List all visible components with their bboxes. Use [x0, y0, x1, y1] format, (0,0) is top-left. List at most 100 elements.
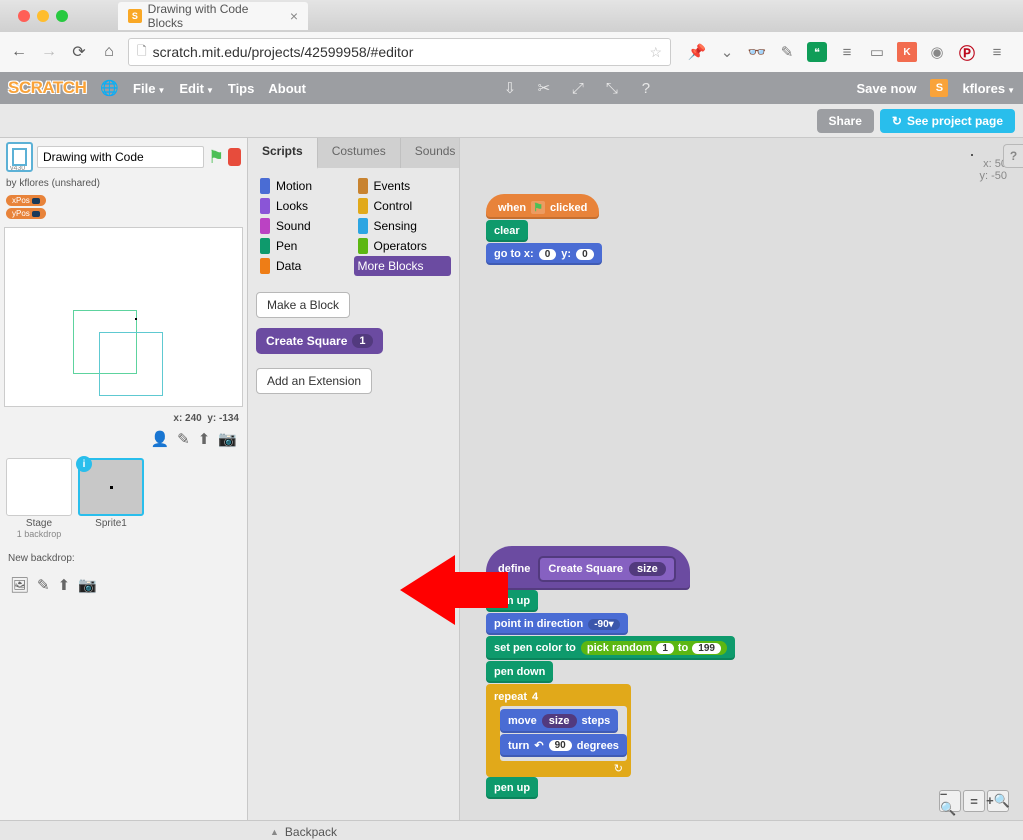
script-area[interactable]: x: 50y: -50 when ⚑ clicked clear go to x… — [460, 138, 1023, 820]
category-motion[interactable]: Motion — [260, 178, 350, 194]
mask-icon[interactable]: 👓 — [747, 42, 767, 62]
script-stack-define[interactable]: define Create Square size pen up point i… — [486, 546, 735, 800]
pinterest-icon[interactable]: Ⓟ — [957, 42, 977, 62]
choose-backdrop-icon[interactable]: 🖼 — [10, 576, 29, 594]
zoom-out-button[interactable]: –🔍 — [939, 790, 961, 812]
share-button[interactable]: Share — [817, 109, 874, 133]
browser-tab[interactable]: S Drawing with Code Blocks × — [118, 2, 308, 30]
bookmark-icon[interactable]: ☆ — [649, 44, 662, 61]
shield-icon[interactable]: ◉ — [927, 42, 947, 62]
hangouts-icon[interactable]: ❝ — [807, 42, 827, 62]
category-sound[interactable]: Sound — [260, 218, 350, 234]
buffer-icon[interactable]: ≡ — [837, 42, 857, 62]
block-repeat[interactable]: repeat4 movesizesteps turn↶90degrees — [486, 684, 631, 777]
save-now[interactable]: Save now — [856, 81, 916, 96]
url-bar[interactable]: 🗋 scratch.mit.edu/projects/42599958/#edi… — [128, 38, 671, 66]
variable-monitors: xPos yPos — [0, 191, 247, 223]
user-avatar[interactable]: S — [930, 79, 948, 97]
scratch-logo[interactable]: SCRATCH — [8, 78, 86, 98]
edit-menu[interactable]: Edit▼ — [179, 81, 213, 96]
zoom-in-button[interactable]: +🔍 — [987, 790, 1009, 812]
project-title-input[interactable] — [37, 146, 204, 168]
stage-header: v430 ⚑ — [0, 138, 247, 176]
editor-tabs: Scripts Costumes Sounds — [248, 138, 459, 168]
drawn-square-2 — [99, 332, 163, 396]
stamp-icon[interactable]: ⇩ — [500, 78, 520, 98]
favicon-icon: S — [128, 9, 142, 23]
window-maximize[interactable] — [56, 10, 68, 22]
see-project-page-button[interactable]: ↻ See project page — [880, 109, 1015, 133]
blocks-palette-panel: Scripts Costumes Sounds Motion Events Look… — [248, 138, 460, 820]
custom-block-create-square[interactable]: Create Square 1 — [256, 328, 383, 354]
sprite-info-icon[interactable]: i — [76, 456, 92, 472]
category-events[interactable]: Events — [358, 178, 448, 194]
shrink-icon[interactable]: ⤡ — [602, 78, 622, 98]
tab-close-icon[interactable]: × — [290, 8, 298, 24]
file-menu[interactable]: File▼ — [133, 81, 165, 96]
zoom-controls: –🔍 = +🔍 — [939, 790, 1009, 812]
scissors-icon[interactable]: ✂ — [534, 78, 554, 98]
about-menu[interactable]: About — [268, 81, 306, 96]
make-block-button[interactable]: Make a Block — [256, 292, 350, 318]
block-when-flag-clicked[interactable]: when ⚑ clicked — [486, 194, 599, 219]
sprite1-item[interactable]: i Sprite1 — [78, 458, 144, 539]
green-flag-button[interactable]: ⚑ — [208, 147, 224, 168]
block-pick-random[interactable]: pick random1 to199 — [581, 641, 727, 655]
block-set-pen-color[interactable]: set pen color to pick random1 to199 — [486, 636, 735, 660]
block-point-direction[interactable]: point in direction-90▾ — [486, 613, 628, 635]
category-sensing[interactable]: Sensing — [358, 218, 448, 234]
block-pen-down[interactable]: pen down — [486, 661, 553, 683]
stage-coords: x: 240 y: -134 — [0, 411, 247, 426]
back-button[interactable]: ← — [8, 41, 30, 63]
block-goto-xy[interactable]: go to x:0 y:0 — [486, 243, 602, 265]
block-turn-degrees[interactable]: turn↶90degrees — [500, 734, 627, 757]
tab-scripts[interactable]: Scripts — [248, 138, 318, 169]
username-menu[interactable]: kflores▼ — [962, 81, 1015, 96]
pushpin-icon[interactable]: 📌 — [687, 42, 707, 62]
home-button[interactable]: ⌂ — [98, 41, 120, 63]
category-more-blocks[interactable]: More Blocks — [354, 256, 452, 276]
window-minimize[interactable] — [37, 10, 49, 22]
tab-costumes[interactable]: Costumes — [318, 138, 401, 168]
block-pen-up[interactable]: pen up — [486, 590, 538, 612]
add-extension-button[interactable]: Add an Extension — [256, 368, 372, 394]
category-control[interactable]: Control — [358, 198, 448, 214]
k-extension-icon[interactable]: K — [897, 42, 917, 62]
backpack-toggle-icon: ▲ — [270, 827, 279, 837]
forward-button[interactable]: → — [38, 41, 60, 63]
block-clear[interactable]: clear — [486, 220, 528, 242]
menu-icon[interactable]: ≡ — [987, 42, 1007, 62]
stage-item[interactable]: Stage 1 backdrop — [6, 458, 72, 539]
zoom-reset-button[interactable]: = — [963, 790, 985, 812]
language-icon[interactable]: 🌐 — [100, 79, 119, 97]
reload-button[interactable]: ⟳ — [68, 41, 90, 63]
flag-icon: ⚑ — [531, 201, 545, 214]
grow-icon[interactable]: ⤢ — [568, 78, 588, 98]
window-close[interactable] — [18, 10, 30, 22]
stop-button[interactable] — [228, 148, 241, 166]
choose-sprite-icon[interactable]: 👤 — [150, 430, 169, 448]
upload-backdrop-icon[interactable]: ⬆ — [58, 576, 71, 594]
tips-menu[interactable]: Tips — [228, 81, 255, 96]
block-move-steps[interactable]: movesizesteps — [500, 709, 618, 733]
category-data[interactable]: Data — [260, 258, 350, 274]
backpack-bar[interactable]: ▲ Backpack — [0, 820, 1023, 840]
paint-backdrop-icon[interactable]: ✎ — [37, 576, 50, 594]
help-icon[interactable]: ? — [636, 78, 656, 98]
pocket-icon[interactable]: ⌄ — [717, 42, 737, 62]
help-tab[interactable]: ? — [1003, 144, 1023, 168]
category-looks[interactable]: Looks — [260, 198, 350, 214]
category-operators[interactable]: Operators — [358, 238, 448, 254]
paint-sprite-icon[interactable]: ✎ — [177, 430, 190, 448]
window-icon[interactable]: ▭ — [867, 42, 887, 62]
block-define[interactable]: define Create Square size — [486, 546, 690, 590]
script-stack-main[interactable]: when ⚑ clicked clear go to x:0 y:0 — [486, 194, 602, 266]
fullscreen-icon[interactable]: v430 — [6, 142, 33, 172]
camera-sprite-icon[interactable]: 📷 — [218, 430, 237, 448]
upload-sprite-icon[interactable]: ⬆ — [198, 430, 211, 448]
category-pen[interactable]: Pen — [260, 238, 350, 254]
camera-backdrop-icon[interactable]: 📷 — [78, 576, 97, 594]
block-pen-up-2[interactable]: pen up — [486, 777, 538, 799]
wand-icon[interactable]: ✎ — [777, 42, 797, 62]
stage-canvas[interactable] — [4, 227, 243, 407]
